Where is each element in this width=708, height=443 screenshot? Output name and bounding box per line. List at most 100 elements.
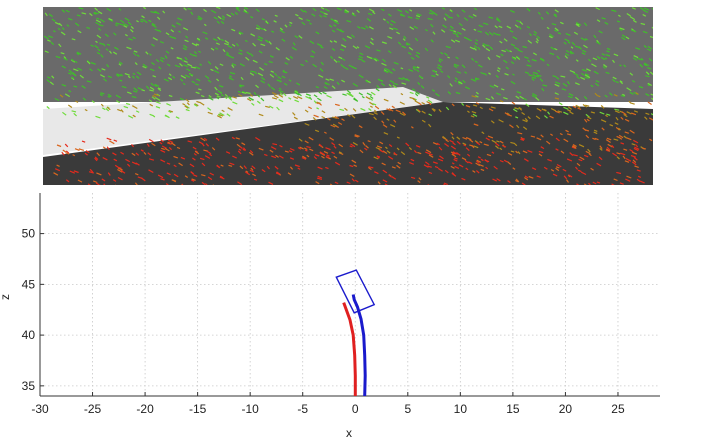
foliage-feature-point — [86, 26, 91, 29]
foliage-feature-point — [269, 55, 274, 58]
orange-feature-point — [471, 111, 477, 114]
ground-feature-point — [236, 143, 241, 148]
mid-feature-point — [71, 110, 77, 113]
foliage-feature-point — [154, 83, 160, 87]
foliage-feature-point — [616, 20, 620, 23]
ground-feature-point — [493, 165, 498, 170]
mid-feature-point — [490, 106, 496, 109]
mid-feature-point — [185, 98, 190, 103]
foliage-feature-point — [289, 55, 294, 59]
mid-feature-point — [613, 94, 618, 97]
foliage-feature-point — [456, 35, 459, 38]
mid-feature-point — [373, 116, 377, 121]
mid-feature-point — [278, 99, 284, 103]
foliage-feature-point — [300, 8, 305, 13]
ground-feature-point — [427, 165, 432, 168]
foliage-feature-point — [238, 32, 242, 35]
orange-feature-point — [629, 129, 635, 134]
foliage-feature-point — [473, 28, 477, 31]
foliage-feature-point — [77, 30, 82, 34]
foliage-feature-point — [619, 28, 623, 32]
foliage-feature-point — [631, 7, 636, 10]
mid-feature-point — [186, 102, 190, 106]
mid-feature-point — [102, 107, 106, 111]
orange-feature-point — [332, 123, 337, 127]
foliage-feature-point — [400, 13, 405, 17]
orange-feature-point — [522, 126, 528, 130]
ground-feature-point — [437, 167, 443, 172]
foliage-feature-point — [418, 75, 424, 79]
mid-feature-point — [128, 115, 134, 119]
orange-feature-point — [585, 134, 590, 139]
orange-feature-point — [396, 136, 400, 139]
foliage-feature-point — [258, 50, 263, 54]
foliage-feature-point — [243, 8, 248, 13]
foliage-feature-point — [136, 71, 142, 76]
mid-feature-point — [651, 97, 653, 101]
foliage-feature-point — [374, 58, 378, 62]
foliage-feature-point — [584, 38, 588, 41]
foliage-feature-point — [574, 45, 580, 49]
foliage-feature-point — [179, 97, 185, 101]
foliage-feature-point — [441, 29, 446, 33]
ground-feature-point — [418, 177, 422, 181]
mid-feature-point — [412, 98, 417, 102]
foliage-feature-point — [278, 89, 284, 93]
foliage-feature-point — [267, 83, 271, 88]
ground-feature-point — [368, 166, 374, 169]
ground-feature-point — [486, 153, 492, 157]
ground-feature-point — [568, 174, 573, 178]
orange-feature-point — [374, 105, 380, 110]
foliage-feature-point — [245, 91, 251, 95]
foliage-feature-point — [149, 68, 155, 72]
ground-feature-point — [219, 175, 224, 179]
foliage-feature-point — [555, 76, 560, 80]
ground-feature-point — [365, 145, 369, 149]
foliage-feature-point — [404, 10, 409, 14]
ground-feature-point — [451, 162, 455, 165]
ground-feature-point — [167, 141, 171, 144]
foliage-feature-point — [412, 67, 417, 71]
ground-feature-point — [181, 183, 184, 185]
orange-feature-point — [428, 154, 434, 158]
ground-feature-point — [65, 152, 70, 155]
foliage-feature-point — [97, 48, 101, 52]
orange-feature-point — [631, 151, 638, 155]
foliage-feature-point — [198, 50, 202, 53]
orange-feature-point — [354, 135, 359, 138]
foliage-feature-point — [447, 91, 452, 95]
foliage-feature-point — [257, 38, 263, 42]
foliage-feature-point — [160, 56, 165, 60]
foliage-feature-point — [196, 78, 201, 82]
foliage-feature-point — [561, 88, 567, 91]
foliage-feature-point — [143, 7, 147, 10]
foliage-feature-point — [177, 17, 183, 21]
ground-feature-point — [173, 164, 177, 168]
ground-feature-point — [64, 143, 69, 148]
mid-feature-point — [46, 106, 50, 110]
foliage-feature-point — [320, 46, 324, 49]
foliage-feature-point — [474, 78, 478, 81]
foliage-feature-point — [564, 55, 569, 59]
ground-feature-point — [87, 183, 91, 185]
foliage-feature-point — [498, 25, 503, 29]
foliage-feature-point — [72, 72, 76, 76]
foliage-feature-point — [464, 71, 468, 74]
foliage-feature-point — [243, 10, 249, 14]
foliage-feature-point — [119, 19, 125, 24]
foliage-feature-point — [82, 97, 87, 101]
ground-feature-point — [424, 161, 430, 166]
foliage-feature-point — [381, 8, 385, 12]
foliage-feature-point — [334, 19, 338, 23]
foliage-feature-point — [452, 32, 459, 36]
foliage-feature-point — [216, 78, 220, 82]
foliage-feature-point — [524, 71, 529, 74]
ground-feature-point — [515, 150, 519, 154]
ground-feature-point — [613, 178, 618, 182]
ground-feature-point — [95, 182, 100, 185]
foliage-feature-point — [276, 79, 282, 82]
foliage-feature-point — [528, 74, 533, 77]
ground-feature-point — [563, 175, 568, 180]
foliage-feature-point — [462, 79, 466, 84]
foliage-feature-point — [407, 16, 413, 19]
